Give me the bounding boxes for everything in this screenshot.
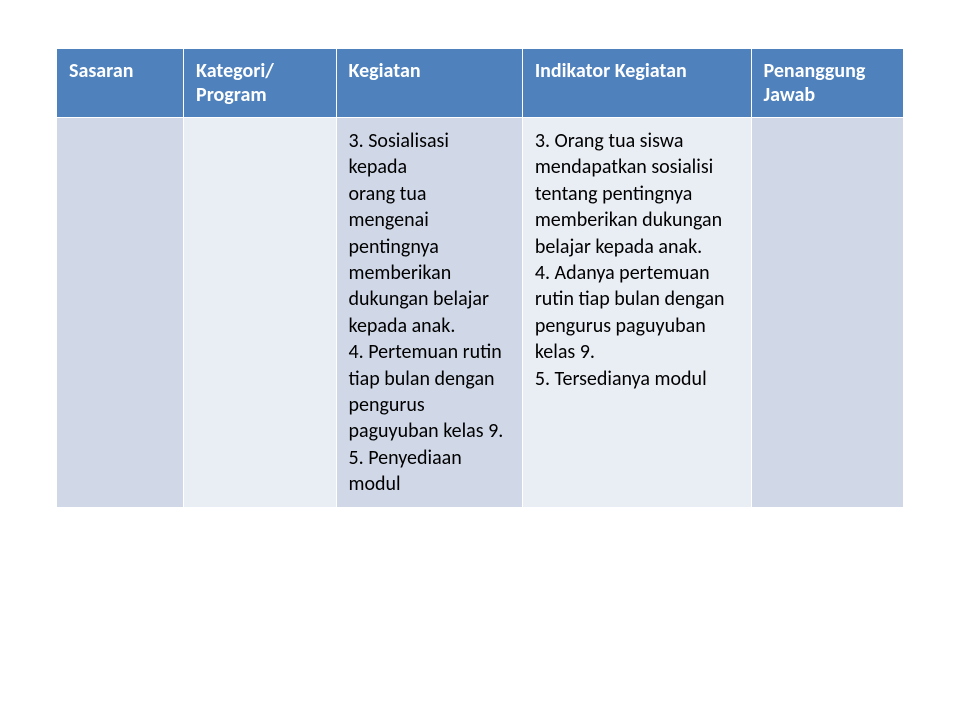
col-kegiatan: Kegiatan [336, 49, 522, 118]
cell-penanggung [751, 118, 903, 508]
table-body: 3. Sosialisasi kepada orang tua mengenai… [57, 118, 904, 508]
program-table: Sasaran Kategori/ Program Kegiatan Indik… [56, 48, 904, 508]
cell-indikator: 3. Orang tua siswa mendapatkan sosialisi… [522, 118, 751, 508]
cell-kegiatan: 3. Sosialisasi kepada orang tua mengenai… [336, 118, 522, 508]
col-indikator: Indikator Kegiatan [522, 49, 751, 118]
cell-sasaran [57, 118, 184, 508]
table-header: Sasaran Kategori/ Program Kegiatan Indik… [57, 49, 904, 118]
table-row: 3. Sosialisasi kepada orang tua mengenai… [57, 118, 904, 508]
col-penanggung: Penanggung Jawab [751, 49, 903, 118]
slide: Sasaran Kategori/ Program Kegiatan Indik… [0, 0, 960, 720]
cell-kategori [184, 118, 336, 508]
col-kategori: Kategori/ Program [184, 49, 336, 118]
col-sasaran: Sasaran [57, 49, 184, 118]
